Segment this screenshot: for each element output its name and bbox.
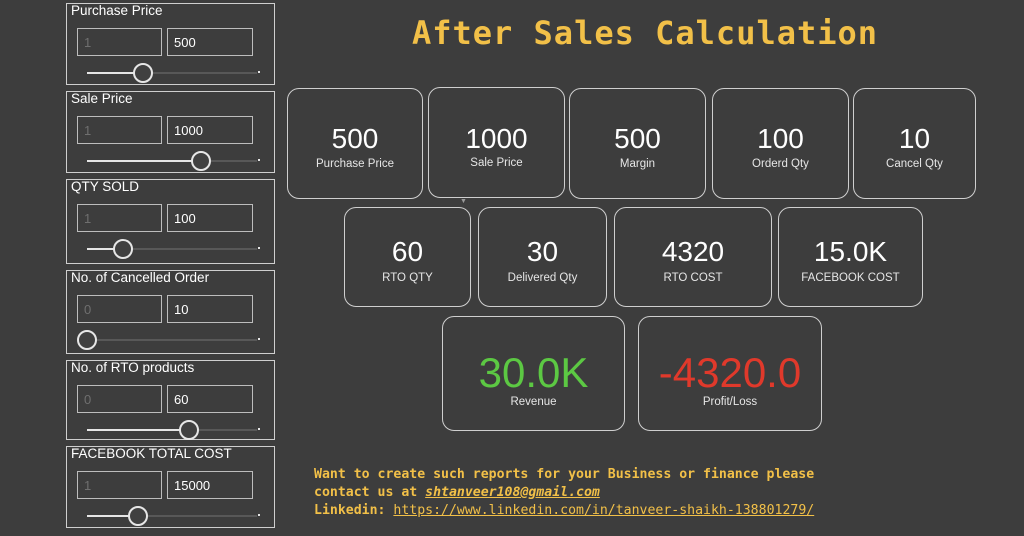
rto-products-min-field[interactable] — [77, 385, 162, 413]
linkedin-link[interactable]: https://www.linkedin.com/in/tanveer-shai… — [393, 503, 815, 518]
panel-title: Sale Price — [71, 91, 133, 106]
slider-end-dot — [258, 428, 260, 430]
sale-price-card: 1000 Sale Price — [428, 87, 565, 198]
revenue-value: 30.0K — [478, 349, 589, 396]
metric-value: 60 — [391, 236, 424, 267]
page-title: After Sales Calculation — [411, 14, 879, 52]
purchase-price-card: 500 Purchase Price — [287, 88, 423, 199]
revenue-card: 30.0K Revenue — [442, 316, 625, 431]
facebook-cost-panel: FACEBOOK TOTAL COST — [66, 446, 275, 528]
cancel-qty-card: 10 Cancel Qty — [853, 88, 976, 199]
metric-value: 10 — [898, 123, 931, 154]
ordered-qty-card: 100 Orderd Qty — [712, 88, 849, 199]
caret-down-icon: ▼ — [460, 198, 467, 205]
sale-price-input[interactable] — [167, 116, 253, 144]
metric-label: Margin — [619, 158, 656, 170]
footer-linkedin-prefix: Linkedin: — [314, 503, 394, 518]
profit-loss-card: -4320.0 Profit/Loss — [638, 316, 822, 431]
rto-products-input[interactable] — [167, 385, 253, 413]
slider-end-dot — [258, 338, 260, 340]
margin-card: 500 Margin — [569, 88, 706, 199]
panel-title: FACEBOOK TOTAL COST — [71, 446, 232, 461]
slider-thumb[interactable] — [190, 151, 211, 171]
slider-end-dot — [258, 71, 260, 73]
metric-value: 100 — [757, 123, 804, 154]
rto-qty-card: 60 RTO QTY — [344, 207, 471, 307]
qty-sold-panel: QTY SOLD — [66, 179, 275, 264]
footer-linkedin-line: Linkedin: https://www.linkedin.com/in/ta… — [314, 502, 1014, 520]
cancelled-order-input[interactable] — [167, 295, 253, 323]
profit-loss-value: -4320.0 — [658, 349, 802, 396]
contact-footer: Want to create such reports for your Bus… — [314, 466, 1014, 520]
slider-thumb[interactable] — [179, 420, 199, 440]
metric-label: Sale Price — [470, 157, 523, 169]
metric-label: Purchase Price — [316, 158, 394, 170]
slider-thumb[interactable] — [133, 63, 154, 83]
facebook-cost-slider[interactable] — [87, 506, 257, 526]
delivered-qty-card: 30 Delivered Qty — [478, 207, 607, 307]
metric-label: Profit/Loss — [702, 396, 758, 408]
panel-title: No. of RTO products — [71, 360, 195, 375]
metric-value: 500 — [331, 123, 379, 154]
slider-thumb[interactable] — [128, 506, 148, 526]
footer-contact-line: contact us at shtanveer108@gmail.com — [314, 484, 1014, 502]
metric-label: FACEBOOK COST — [801, 272, 900, 284]
qty-sold-slider[interactable] — [87, 239, 257, 259]
facebook-cost-card: 15.0K FACEBOOK COST — [778, 207, 923, 307]
metric-label: Orderd Qty — [752, 158, 809, 170]
facebook-cost-min-field[interactable] — [77, 471, 162, 499]
sale-price-slider[interactable] — [87, 151, 257, 171]
facebook-cost-input[interactable] — [167, 471, 253, 499]
metric-label: Cancel Qty — [886, 158, 943, 170]
sale-price-min-field[interactable] — [77, 116, 162, 144]
metric-label: RTO QTY — [382, 272, 433, 284]
rto-products-panel: No. of RTO products — [66, 360, 275, 440]
email-link[interactable]: shtanveer108@gmail.com — [425, 485, 600, 500]
slider-end-dot — [258, 514, 260, 516]
footer-contact-prefix: contact us at — [314, 485, 426, 500]
rto-products-slider[interactable] — [87, 420, 257, 440]
metric-value: 15.0K — [813, 236, 888, 267]
cancelled-order-panel: No. of Cancelled Order — [66, 270, 275, 354]
metric-label: Revenue — [510, 396, 557, 408]
purchase-price-slider[interactable] — [87, 63, 257, 83]
metric-label: Delivered Qty — [507, 272, 578, 284]
slider-thumb[interactable] — [77, 330, 97, 350]
purchase-price-min-field[interactable] — [77, 28, 162, 56]
metric-label: RTO COST — [663, 272, 723, 284]
panel-title: Purchase Price — [71, 3, 163, 18]
slider-end-dot — [258, 159, 260, 161]
metric-value: 30 — [526, 236, 559, 267]
metric-value: 500 — [614, 123, 661, 154]
sale-price-panel: Sale Price — [66, 91, 275, 173]
panel-title: QTY SOLD — [71, 179, 140, 194]
metric-value: 4320 — [661, 236, 725, 267]
qty-sold-min-field[interactable] — [77, 204, 162, 232]
footer-line: Want to create such reports for your Bus… — [314, 467, 815, 482]
slider-thumb[interactable] — [112, 239, 133, 259]
panel-title: No. of Cancelled Order — [71, 270, 210, 285]
cancelled-order-min-field[interactable] — [77, 295, 162, 323]
purchase-price-panel: Purchase Price — [66, 3, 275, 85]
purchase-price-input[interactable] — [167, 28, 253, 56]
cancelled-order-slider[interactable] — [77, 330, 257, 350]
rto-cost-card: 4320 RTO COST — [614, 207, 772, 307]
slider-end-dot — [258, 247, 260, 249]
qty-sold-input[interactable] — [167, 204, 253, 232]
metric-value: 1000 — [465, 123, 528, 154]
